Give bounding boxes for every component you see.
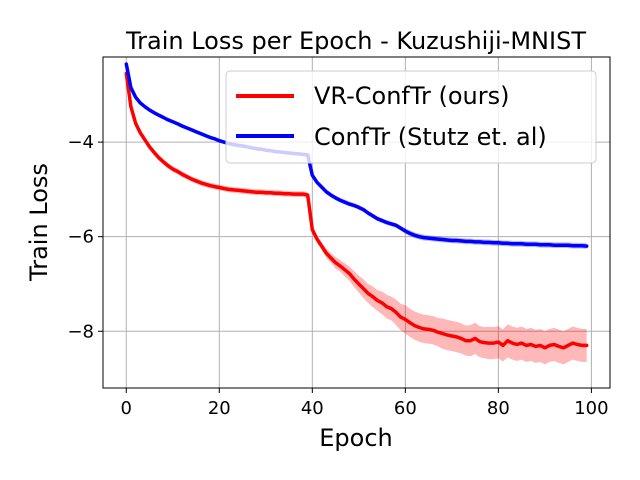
chart-title: Train Loss per Epoch - Kuzushiji-MNIST [125, 27, 586, 55]
series-1-line [124, 62, 589, 248]
y-tick-label: −6 [67, 227, 94, 248]
y-axis-ticks: −8 −6 −4 [67, 132, 103, 342]
x-axis-ticks: 0 20 40 60 80 100 [121, 388, 609, 419]
series-0-band [126, 71, 587, 365]
plot-frame [102, 56, 611, 389]
x-tick-label: 80 [487, 398, 510, 419]
series-lines [124, 62, 589, 350]
legend: VR-ConfTr (ours) ConfTr (Stutz et. al) [225, 70, 597, 164]
x-axis-label: Epoch [319, 424, 393, 452]
x-tick-label: 20 [208, 398, 231, 419]
y-axis-label: Train Loss [25, 163, 53, 282]
x-tick-label: 0 [121, 398, 132, 419]
x-tick-label: 40 [301, 398, 324, 419]
x-tick-label: 100 [574, 398, 608, 419]
confidence-bands [126, 62, 587, 365]
legend-label-vr-conftr: VR-ConfTr (ours) [314, 82, 510, 110]
x-tick-label: 60 [394, 398, 417, 419]
y-tick-label: −4 [67, 132, 94, 153]
legend-box [225, 70, 597, 164]
y-tick-label: −8 [67, 321, 94, 342]
series-0-line [124, 71, 589, 350]
legend-label-conftr: ConfTr (Stutz et. al) [314, 123, 547, 151]
